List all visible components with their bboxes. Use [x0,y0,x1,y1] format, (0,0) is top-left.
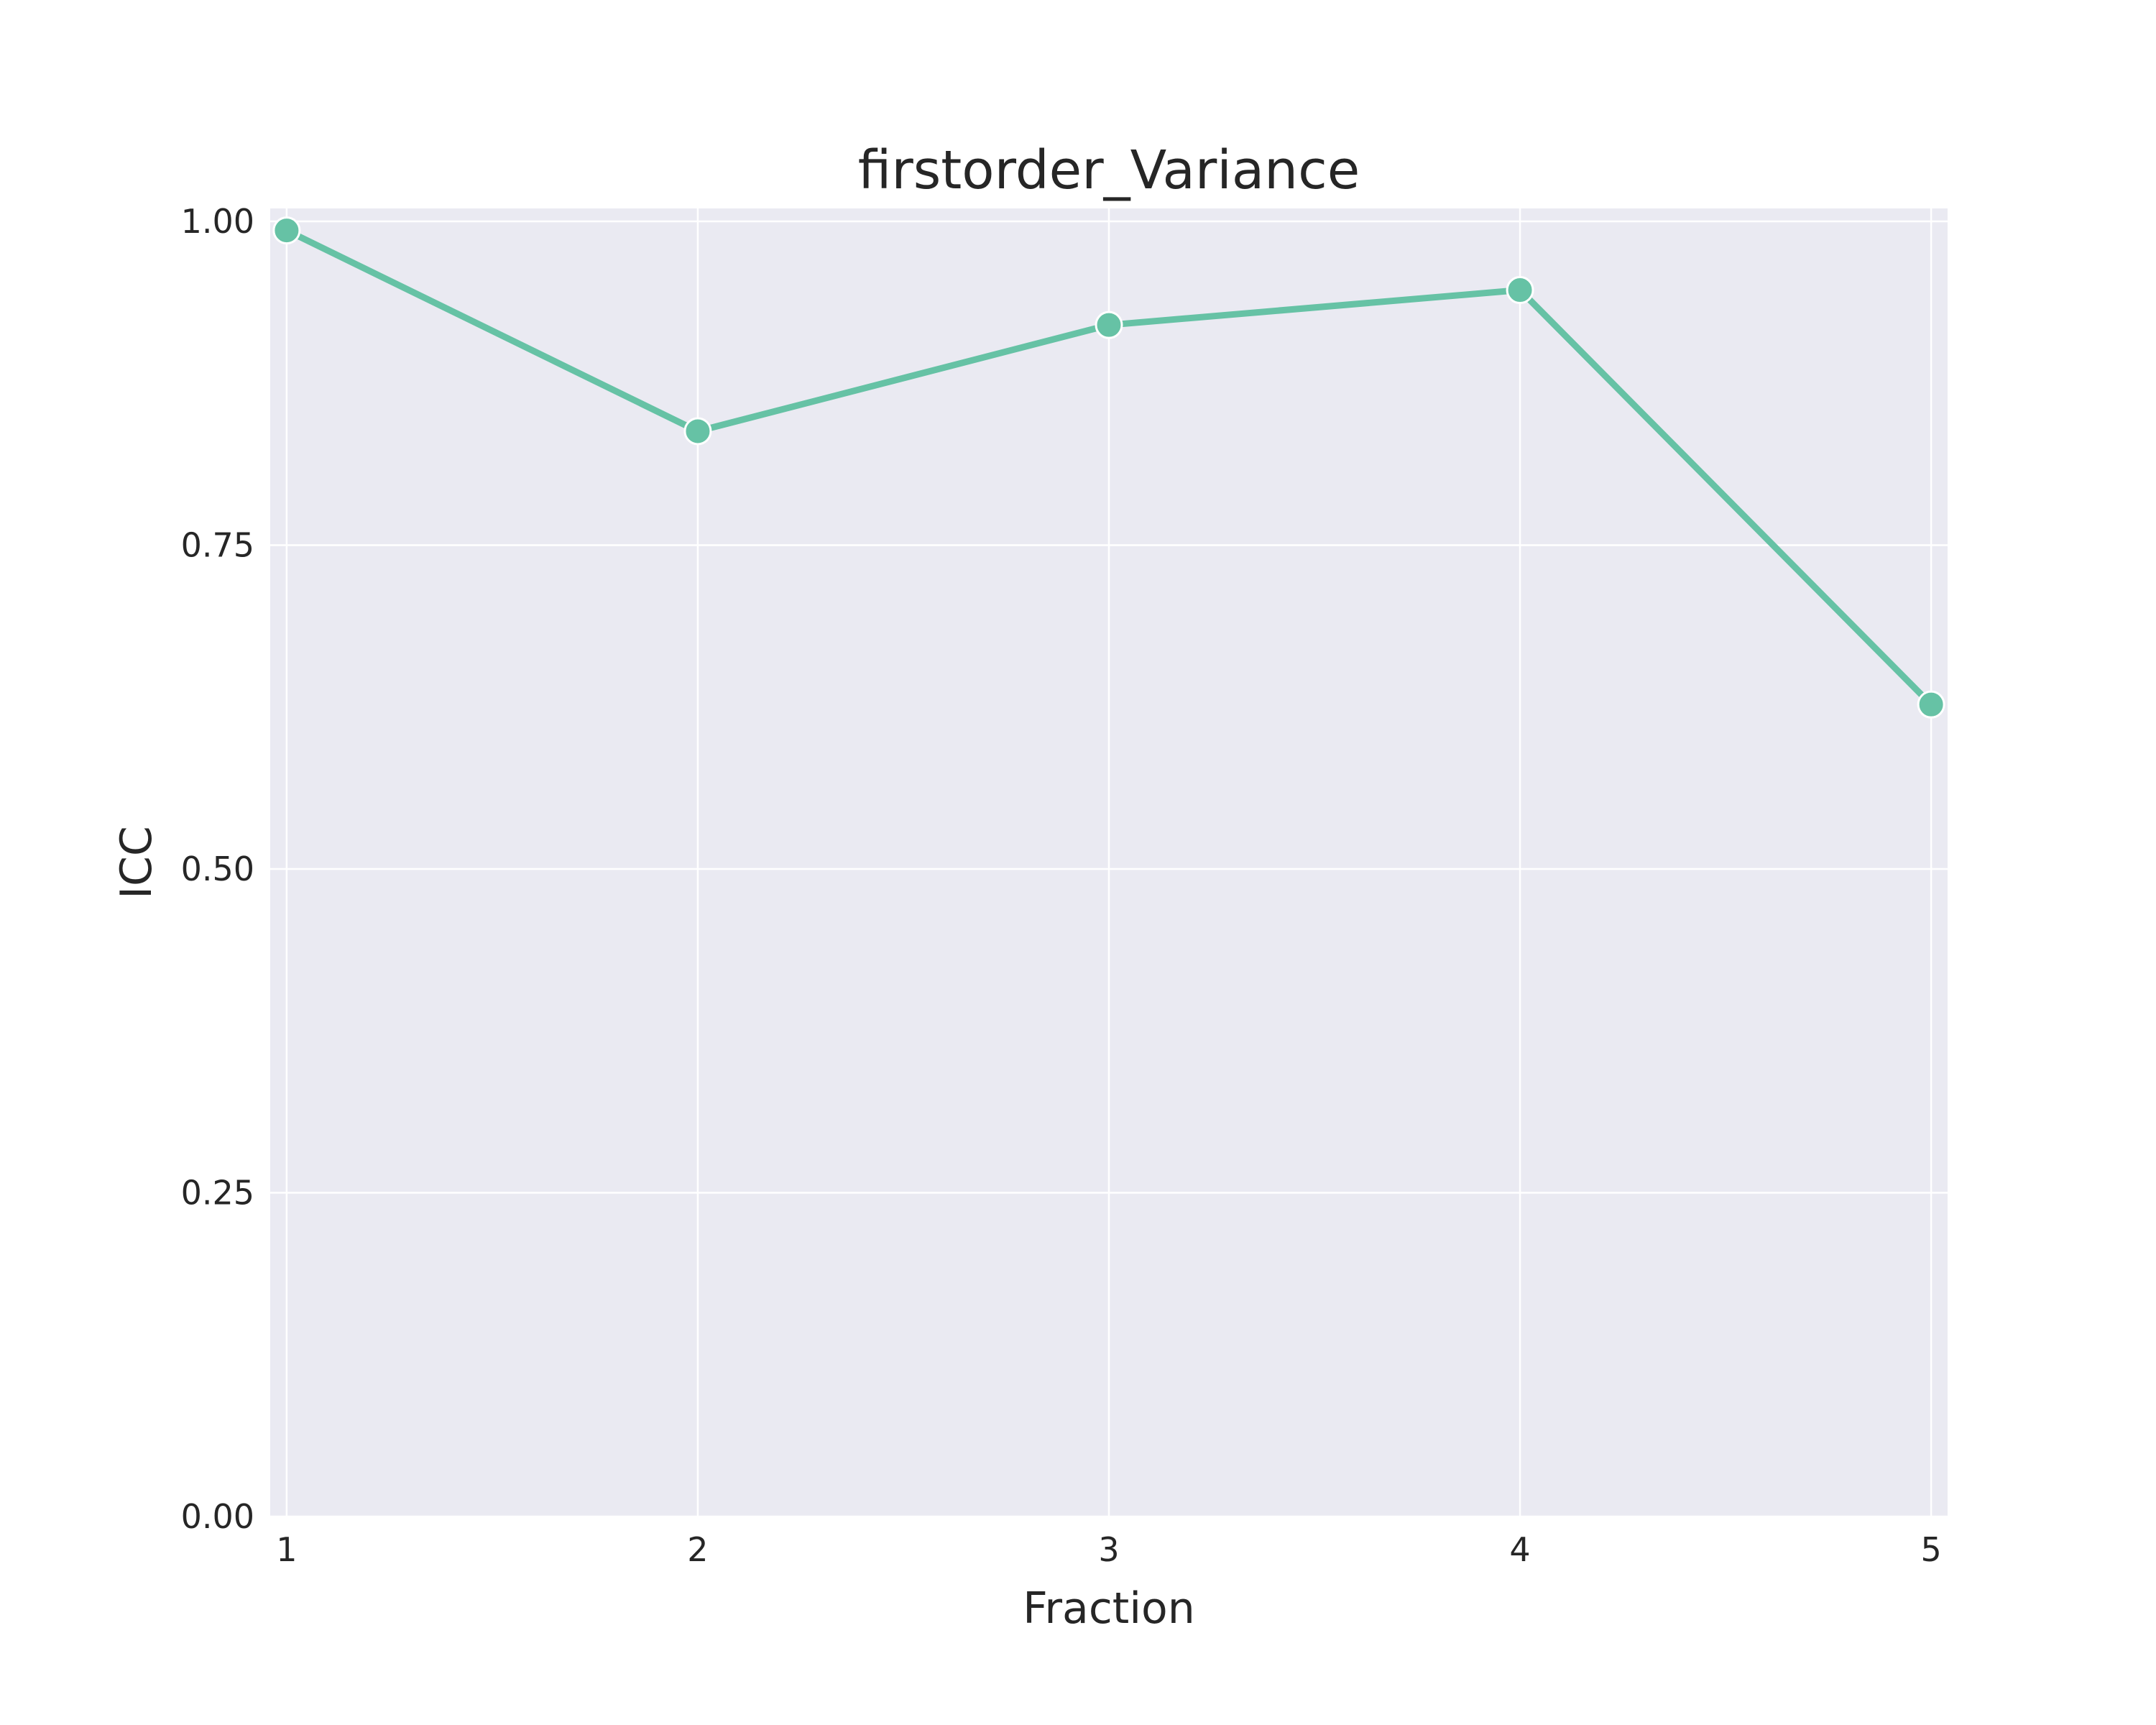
data-point [1917,690,1945,719]
x-tick-label: 1 [276,1530,297,1569]
y-tick-label: 0.50 [181,850,254,888]
x-axis-label: Fraction [1023,1583,1195,1634]
x-tick-label: 3 [1098,1530,1119,1569]
tick-labels: 1 2 3 4 5 0.00 0.25 0.50 0.75 1.00 [181,202,1942,1569]
x-tick-label: 5 [1920,1530,1941,1569]
y-axis-label: ICC [111,826,162,898]
y-tick-label: 1.00 [181,202,254,241]
series-layer [272,216,1945,719]
data-point [1095,310,1123,339]
y-tick-label: 0.00 [181,1497,254,1536]
data-point [683,417,712,446]
data-point [272,216,301,245]
y-tick-label: 0.25 [181,1174,254,1213]
x-tick-label: 2 [687,1530,708,1569]
x-tick-label: 4 [1509,1530,1530,1569]
gridlines [270,208,1948,1518]
chart-title: firstorder_Variance [858,139,1360,201]
data-point [1506,276,1534,305]
y-tick-label: 0.75 [181,526,254,565]
